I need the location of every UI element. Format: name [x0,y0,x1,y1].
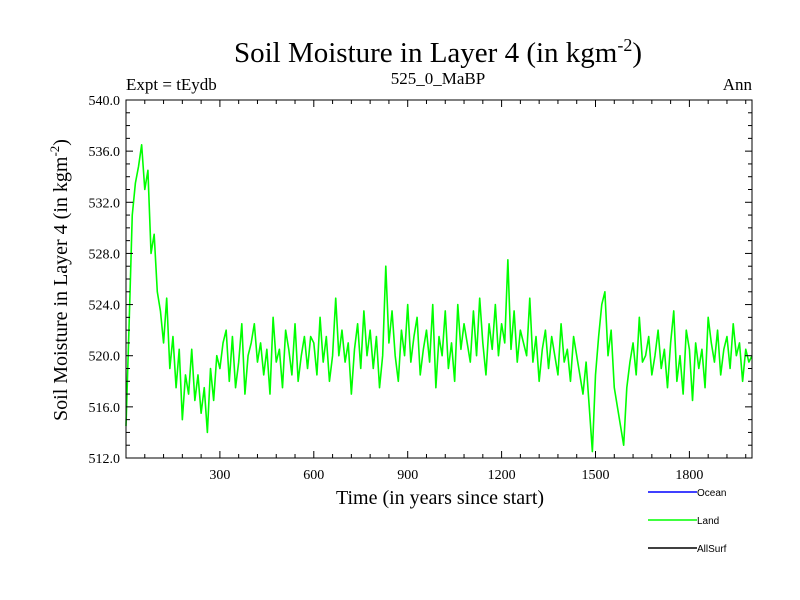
y-tick-label: 532.0 [89,196,121,211]
y-tick-label: 528.0 [89,247,121,262]
period-label: 525_0_MaBP [391,69,485,88]
y-tick-label: 536.0 [89,145,121,160]
x-tick-label: 1200 [488,468,516,483]
legend: Ocean Land AllSurf [648,488,727,555]
y-tick-label: 520.0 [89,350,121,365]
legend-label-ocean: Ocean [697,488,726,499]
experiment-label: Expt = tEydb [126,75,217,94]
y-tick-label: 540.0 [89,94,121,109]
x-tick-label: 1500 [582,468,610,483]
y-tick-label: 516.0 [89,401,121,416]
y-axis-label: Soil Moisture in Layer 4 (in kgm-2) [47,139,72,421]
x-tick-label: 900 [397,468,418,483]
x-tick-label: 600 [303,468,324,483]
y-tick-label: 512.0 [89,452,121,467]
chart-title: Soil Moisture in Layer 4 (in kgm-2) [234,35,642,69]
x-tick-label: 1800 [675,468,703,483]
season-label: Ann [723,75,753,94]
plot-area: 512.0 516.0 520.0 524.0 528.0 532.0 536.0 540.0… [89,94,753,483]
legend-label-land: Land [697,516,719,527]
x-axis-label: Time (in years since start) [336,487,544,509]
plot-frame [125,99,753,459]
y-tick-label: 524.0 [89,299,121,314]
series-line-land [125,143,753,453]
legend-label-allsurf: AllSurf [697,544,727,555]
x-tick-label: 300 [209,468,230,483]
